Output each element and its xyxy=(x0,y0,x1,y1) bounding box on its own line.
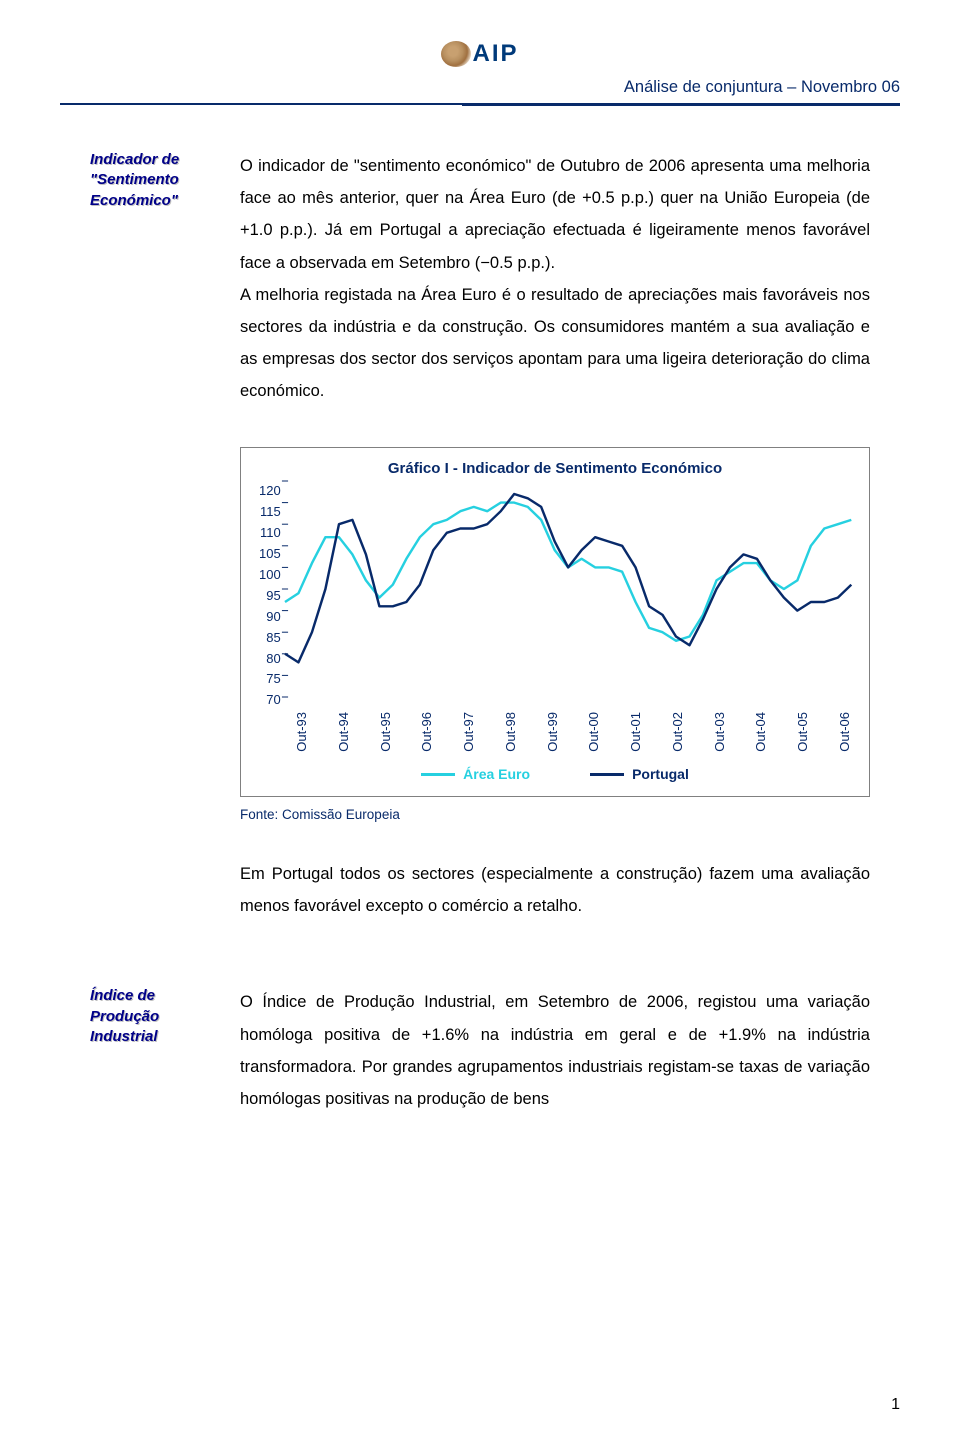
sidebar1-line3: Económico" xyxy=(90,191,220,211)
chart-plot-wrap: 120 115 110 105 100 95 90 85 80 75 70 xyxy=(259,481,851,706)
y-tick: 120 xyxy=(259,484,281,497)
sidebar2-line1: Índice de xyxy=(90,986,220,1006)
chart-svg xyxy=(285,481,851,697)
x-tick: Out-03 xyxy=(713,712,726,752)
paragraph-3: Em Portugal todos os sectores (especialm… xyxy=(240,858,870,922)
y-tick: 80 xyxy=(259,652,281,665)
y-tick: 110 xyxy=(259,526,281,539)
y-tick: 90 xyxy=(259,610,281,623)
chart-y-axis: 120 115 110 105 100 95 90 85 80 75 70 xyxy=(259,484,285,706)
x-tick: Out-96 xyxy=(420,712,433,752)
sidebar1-line2: "Sentimento xyxy=(90,170,220,190)
x-tick: Out-97 xyxy=(462,712,475,752)
y-tick: 85 xyxy=(259,631,281,644)
chart-source: Fonte: Comissão Europeia xyxy=(240,807,870,822)
chart-x-axis: Out-93 Out-94 Out-95 Out-96 Out-97 Out-98 Out-… xyxy=(259,712,851,752)
logo-text: AIP xyxy=(472,40,518,67)
section-1: Indicador de "Sentimento Económico" O in… xyxy=(90,150,870,407)
legend-item-area-euro: Área Euro xyxy=(421,766,530,782)
body-text-2: O Índice de Produção Industrial, em Sete… xyxy=(240,986,870,1115)
sidebar-label-1: Indicador de "Sentimento Económico" xyxy=(90,150,220,407)
y-tick: 105 xyxy=(259,547,281,560)
y-tick: 95 xyxy=(259,589,281,602)
x-tick: Out-98 xyxy=(504,712,517,752)
legend-label-portugal: Portugal xyxy=(632,766,689,782)
x-tick: Out-06 xyxy=(838,712,851,752)
paragraph-4: O Índice de Produção Industrial, em Sete… xyxy=(240,986,870,1115)
x-tick: Out-93 xyxy=(295,712,308,752)
x-tick: Out-99 xyxy=(546,712,559,752)
x-tick: Out-05 xyxy=(796,712,809,752)
chart-title: Gráfico I - Indicador de Sentimento Econ… xyxy=(259,460,851,477)
sidebar2-line2: Produção xyxy=(90,1007,220,1027)
header: AIP xyxy=(90,40,870,68)
legend-swatch-area-euro xyxy=(421,773,455,776)
header-rule: Análise de conjuntura – Novembro 06 xyxy=(90,74,870,110)
paragraph-1: O indicador de "sentimento económico" de… xyxy=(240,150,870,279)
y-tick: 100 xyxy=(259,568,281,581)
x-tick: Out-95 xyxy=(379,712,392,752)
sidebar2-line3: Industrial xyxy=(90,1027,220,1047)
section-2: Índice de Produção Industrial O Índice d… xyxy=(90,986,870,1115)
y-tick: 70 xyxy=(259,693,281,706)
doc-title: Análise de conjuntura – Novembro 06 xyxy=(624,78,900,97)
y-tick: 115 xyxy=(259,505,281,518)
x-tick: Out-01 xyxy=(629,712,642,752)
header-rule-right-underline xyxy=(462,104,900,106)
logo-swirl-icon xyxy=(441,41,471,67)
body-text-1: O indicador de "sentimento económico" de… xyxy=(240,150,870,407)
sidebar1-line1: Indicador de xyxy=(90,150,220,170)
logo: AIP xyxy=(441,40,518,68)
sidebar-label-2: Índice de Produção Industrial xyxy=(90,986,220,1115)
x-tick: Out-04 xyxy=(754,712,767,752)
legend-item-portugal: Portugal xyxy=(590,766,689,782)
legend-swatch-portugal xyxy=(590,773,624,776)
x-tick: Out-94 xyxy=(337,712,350,752)
x-tick: Out-02 xyxy=(671,712,684,752)
x-tick: Out-00 xyxy=(587,712,600,752)
chart-plot xyxy=(285,481,851,706)
legend-label-area-euro: Área Euro xyxy=(463,766,530,782)
paragraph-2: A melhoria registada na Área Euro é o re… xyxy=(240,279,870,408)
y-tick: 75 xyxy=(259,672,281,685)
header-rule-left xyxy=(60,103,505,105)
page-number: 1 xyxy=(891,1396,900,1414)
chart-legend: Área Euro Portugal xyxy=(259,766,851,782)
chart-box: Gráfico I - Indicador de Sentimento Econ… xyxy=(240,447,870,797)
